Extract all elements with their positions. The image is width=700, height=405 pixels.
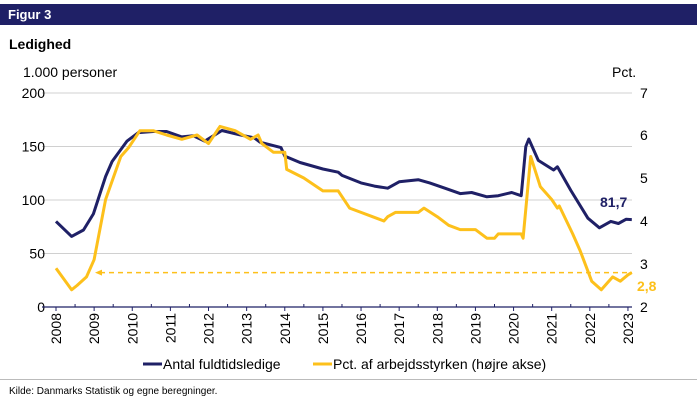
x-tick-label: 2013 — [239, 313, 255, 344]
legend-label-blue: Antal fuldtidsledige — [163, 356, 281, 372]
x-tick-label: 2019 — [467, 313, 483, 344]
x-tick-label: 2012 — [201, 313, 217, 344]
left-axis-label: 1.000 personer — [23, 64, 118, 80]
x-tick-label: 2009 — [86, 313, 102, 344]
left-tick-label: 150 — [22, 139, 46, 155]
figure-label: Figur 3 — [0, 4, 697, 25]
left-tick-label: 0 — [37, 299, 45, 315]
x-tick-label: 2022 — [582, 313, 598, 344]
left-tick-label: 200 — [22, 85, 46, 101]
x-tick-label: 2017 — [391, 313, 407, 344]
x-tick-label: 2014 — [277, 313, 293, 344]
right-tick-label: 2 — [640, 299, 648, 315]
source-note: Kilde: Danmarks Statistik og egne beregn… — [9, 386, 218, 397]
x-tick-label: 2023 — [620, 313, 636, 344]
left-tick-label: 100 — [22, 192, 46, 208]
x-tick-label: 2021 — [544, 313, 560, 344]
arrowhead-icon — [95, 269, 102, 276]
x-tick-label: 2008 — [48, 313, 64, 344]
chart-title: Ledighed — [9, 36, 72, 52]
x-tick-label: 2011 — [162, 313, 178, 343]
right-tick-label: 5 — [640, 170, 648, 186]
right-tick-label: 7 — [640, 85, 648, 101]
right-tick-label: 3 — [640, 256, 648, 272]
divider — [0, 379, 697, 380]
x-tick-label: 2016 — [353, 313, 369, 344]
right-tick-label: 4 — [640, 213, 648, 229]
series-line-pct — [54, 124, 633, 292]
right-tick-label: 6 — [640, 127, 648, 143]
last-value-label-pct: 2,8 — [637, 278, 657, 294]
x-tick-label: 2015 — [315, 313, 331, 344]
legend-label-yellow: Pct. af arbejdsstyrken (højre akse) — [333, 356, 546, 372]
right-axis-label: Pct. — [612, 64, 636, 80]
left-tick-label: 50 — [29, 246, 45, 262]
x-tick-label: 2020 — [506, 313, 522, 344]
x-tick-label: 2010 — [124, 313, 140, 344]
last-value-label-count: 81,7 — [600, 194, 627, 210]
x-tick-label: 2018 — [429, 313, 445, 344]
